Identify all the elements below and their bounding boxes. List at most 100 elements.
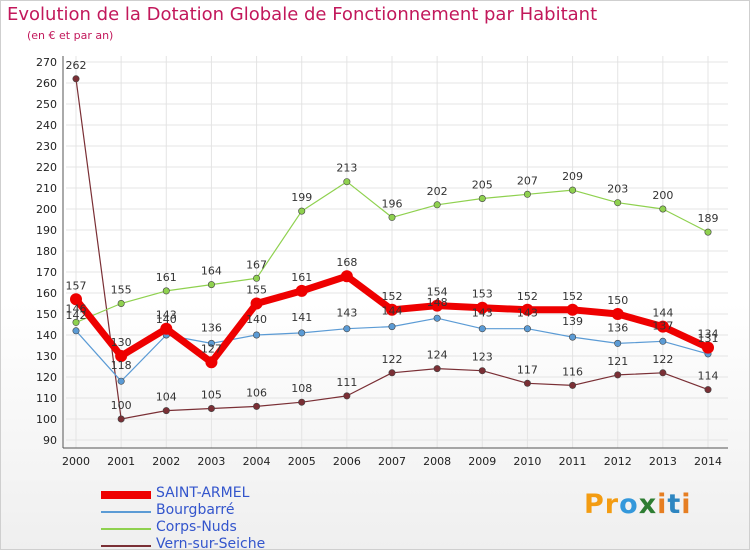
x-tick-label: 2010 [513, 455, 541, 468]
data-point-saint-armel [115, 350, 128, 362]
data-label-bourgbarr-: 136 [607, 321, 628, 334]
data-label-corps-nuds: 209 [562, 170, 583, 183]
data-point-vern-sur-seiche [704, 386, 712, 394]
data-point-vern-sur-seiche [343, 392, 351, 400]
data-point-bourgbarr- [478, 325, 486, 333]
data-label-bourgbarr-: 136 [201, 321, 222, 334]
data-point-vern-sur-seiche [569, 381, 577, 389]
data-point-bourgbarr- [343, 325, 351, 333]
legend-swatch [101, 491, 151, 499]
data-point-bourgbarr- [72, 327, 80, 335]
data-label-corps-nuds: 155 [111, 284, 132, 297]
data-label-bourgbarr-: 143 [472, 307, 493, 320]
data-point-saint-armel [386, 303, 398, 316]
legend-label: Vern-sur-Seiche [156, 536, 266, 552]
data-label-bourgbarr-: 142 [66, 309, 87, 322]
data-point-saint-armel [611, 308, 624, 320]
data-label-bourgbarr-: 140 [246, 313, 267, 326]
data-point-bourgbarr- [433, 314, 441, 322]
y-tick-label: 250 [36, 98, 57, 111]
legend-label: Corps-Nuds [156, 519, 237, 535]
y-tick-label: 120 [36, 371, 57, 384]
data-label-bourgbarr-: 143 [336, 307, 357, 320]
y-tick-label: 100 [36, 413, 57, 426]
data-point-saint-armel [431, 299, 444, 312]
logo-letter: t [667, 489, 682, 520]
y-tick-label: 230 [36, 140, 57, 153]
legend-item: SAINT-ARMEL [101, 485, 361, 503]
legend-swatch [101, 528, 151, 530]
y-tick-label: 160 [36, 287, 57, 300]
data-point-corps-nuds [569, 186, 577, 194]
data-label-saint-armel: 134 [698, 328, 719, 341]
data-label-vern-sur-seiche: 262 [66, 59, 87, 72]
y-tick-label: 90 [43, 434, 57, 447]
data-point-corps-nuds [343, 178, 351, 186]
legend-item: Bourgbarré [101, 502, 361, 520]
data-label-corps-nuds: 167 [246, 258, 267, 271]
data-label-vern-sur-seiche: 121 [607, 355, 628, 368]
data-label-corps-nuds: 213 [336, 162, 357, 175]
data-point-saint-armel [205, 356, 218, 369]
data-label-corps-nuds: 146 [66, 302, 87, 315]
data-label-bourgbarr-: 118 [111, 359, 132, 372]
data-label-corps-nuds: 199 [291, 191, 312, 204]
data-label-saint-armel: 130 [111, 336, 132, 349]
legend-swatch [101, 545, 151, 547]
logo-letter: o [619, 489, 639, 520]
data-label-vern-sur-seiche: 122 [652, 353, 673, 366]
x-tick-label: 2007 [378, 455, 406, 468]
x-tick-label: 2012 [604, 455, 632, 468]
y-tick-label: 130 [36, 350, 57, 363]
data-point-saint-armel [702, 341, 714, 354]
data-point-corps-nuds [253, 274, 261, 282]
data-point-saint-armel [566, 303, 579, 316]
data-point-vern-sur-seiche [117, 415, 125, 423]
data-label-vern-sur-seiche: 106 [246, 386, 267, 399]
data-label-bourgbarr-: 141 [291, 311, 312, 324]
y-tick-label: 270 [36, 56, 57, 69]
data-label-saint-armel: 155 [246, 284, 267, 297]
data-label-vern-sur-seiche: 100 [111, 399, 132, 412]
data-point-vern-sur-seiche [659, 369, 667, 377]
data-point-bourgbarr- [388, 323, 396, 331]
data-label-bourgbarr-: 137 [652, 319, 673, 332]
data-label-saint-armel: 154 [427, 286, 448, 299]
data-point-corps-nuds [72, 318, 80, 326]
data-label-vern-sur-seiche: 104 [156, 391, 177, 404]
data-point-bourgbarr- [117, 377, 125, 385]
y-tick-label: 140 [36, 329, 57, 342]
data-label-saint-armel: 152 [382, 290, 403, 303]
data-label-corps-nuds: 203 [607, 183, 628, 196]
data-label-saint-armel: 143 [156, 309, 177, 322]
proxiti-logo: Proxiti [584, 489, 692, 520]
data-label-corps-nuds: 164 [201, 265, 222, 278]
y-tick-label: 170 [36, 266, 57, 279]
data-label-bourgbarr-: 140 [156, 313, 177, 326]
data-point-corps-nuds [388, 213, 396, 221]
data-label-vern-sur-seiche: 105 [201, 389, 222, 402]
data-label-vern-sur-seiche: 114 [698, 370, 719, 383]
y-tick-label: 220 [36, 161, 57, 174]
data-point-vern-sur-seiche [388, 369, 396, 377]
data-label-corps-nuds: 161 [156, 271, 177, 284]
data-point-vern-sur-seiche [298, 398, 306, 406]
data-label-corps-nuds: 207 [517, 174, 538, 187]
x-tick-label: 2014 [694, 455, 722, 468]
chart-subtitle: (en € et par an) [27, 29, 114, 42]
data-label-vern-sur-seiche: 116 [562, 365, 583, 378]
data-point-vern-sur-seiche [72, 75, 80, 83]
logo-letter: r [604, 489, 620, 520]
data-point-corps-nuds [298, 207, 306, 215]
data-point-saint-armel [250, 297, 263, 310]
data-point-vern-sur-seiche [433, 365, 441, 373]
data-point-saint-armel [70, 293, 82, 306]
legend-label: Bourgbarré [156, 502, 235, 518]
x-tick-label: 2009 [468, 455, 496, 468]
data-label-corps-nuds: 205 [472, 179, 493, 192]
data-point-corps-nuds [207, 281, 215, 289]
data-point-bourgbarr- [298, 329, 306, 337]
data-label-saint-armel: 152 [517, 290, 538, 303]
data-label-corps-nuds: 202 [427, 185, 448, 198]
